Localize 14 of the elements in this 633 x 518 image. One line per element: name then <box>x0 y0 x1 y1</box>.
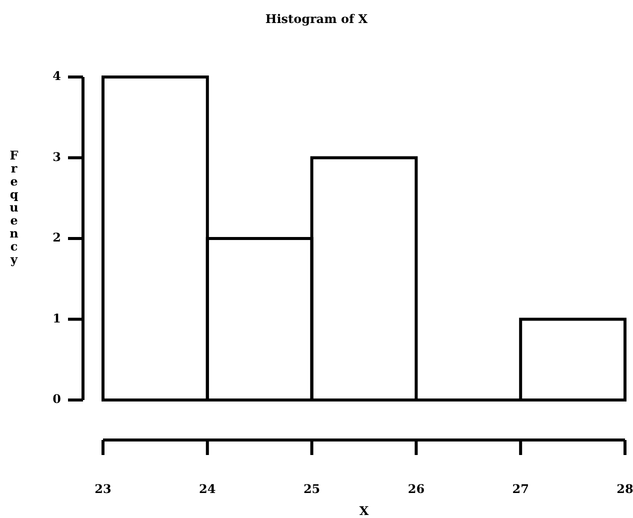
x-tick-label: 23 <box>94 482 112 496</box>
y-tick-label: 3 <box>52 150 61 164</box>
chart-title: Histogram of X <box>265 12 368 26</box>
x-tick-label: 25 <box>303 482 320 496</box>
x-tick-label: 24 <box>199 482 216 496</box>
y-tick-label: 0 <box>52 392 61 406</box>
x-tick-label: 26 <box>408 482 425 496</box>
y-tick-label: 4 <box>52 69 61 84</box>
y-tick-label: 1 <box>52 311 61 326</box>
x-tick-label: 27 <box>512 482 529 496</box>
text: Frequency <box>10 148 18 267</box>
x-tick-label: 28 <box>616 482 633 496</box>
y-tick-label: 2 <box>52 230 61 245</box>
x-axis-title: X <box>359 504 370 518</box>
